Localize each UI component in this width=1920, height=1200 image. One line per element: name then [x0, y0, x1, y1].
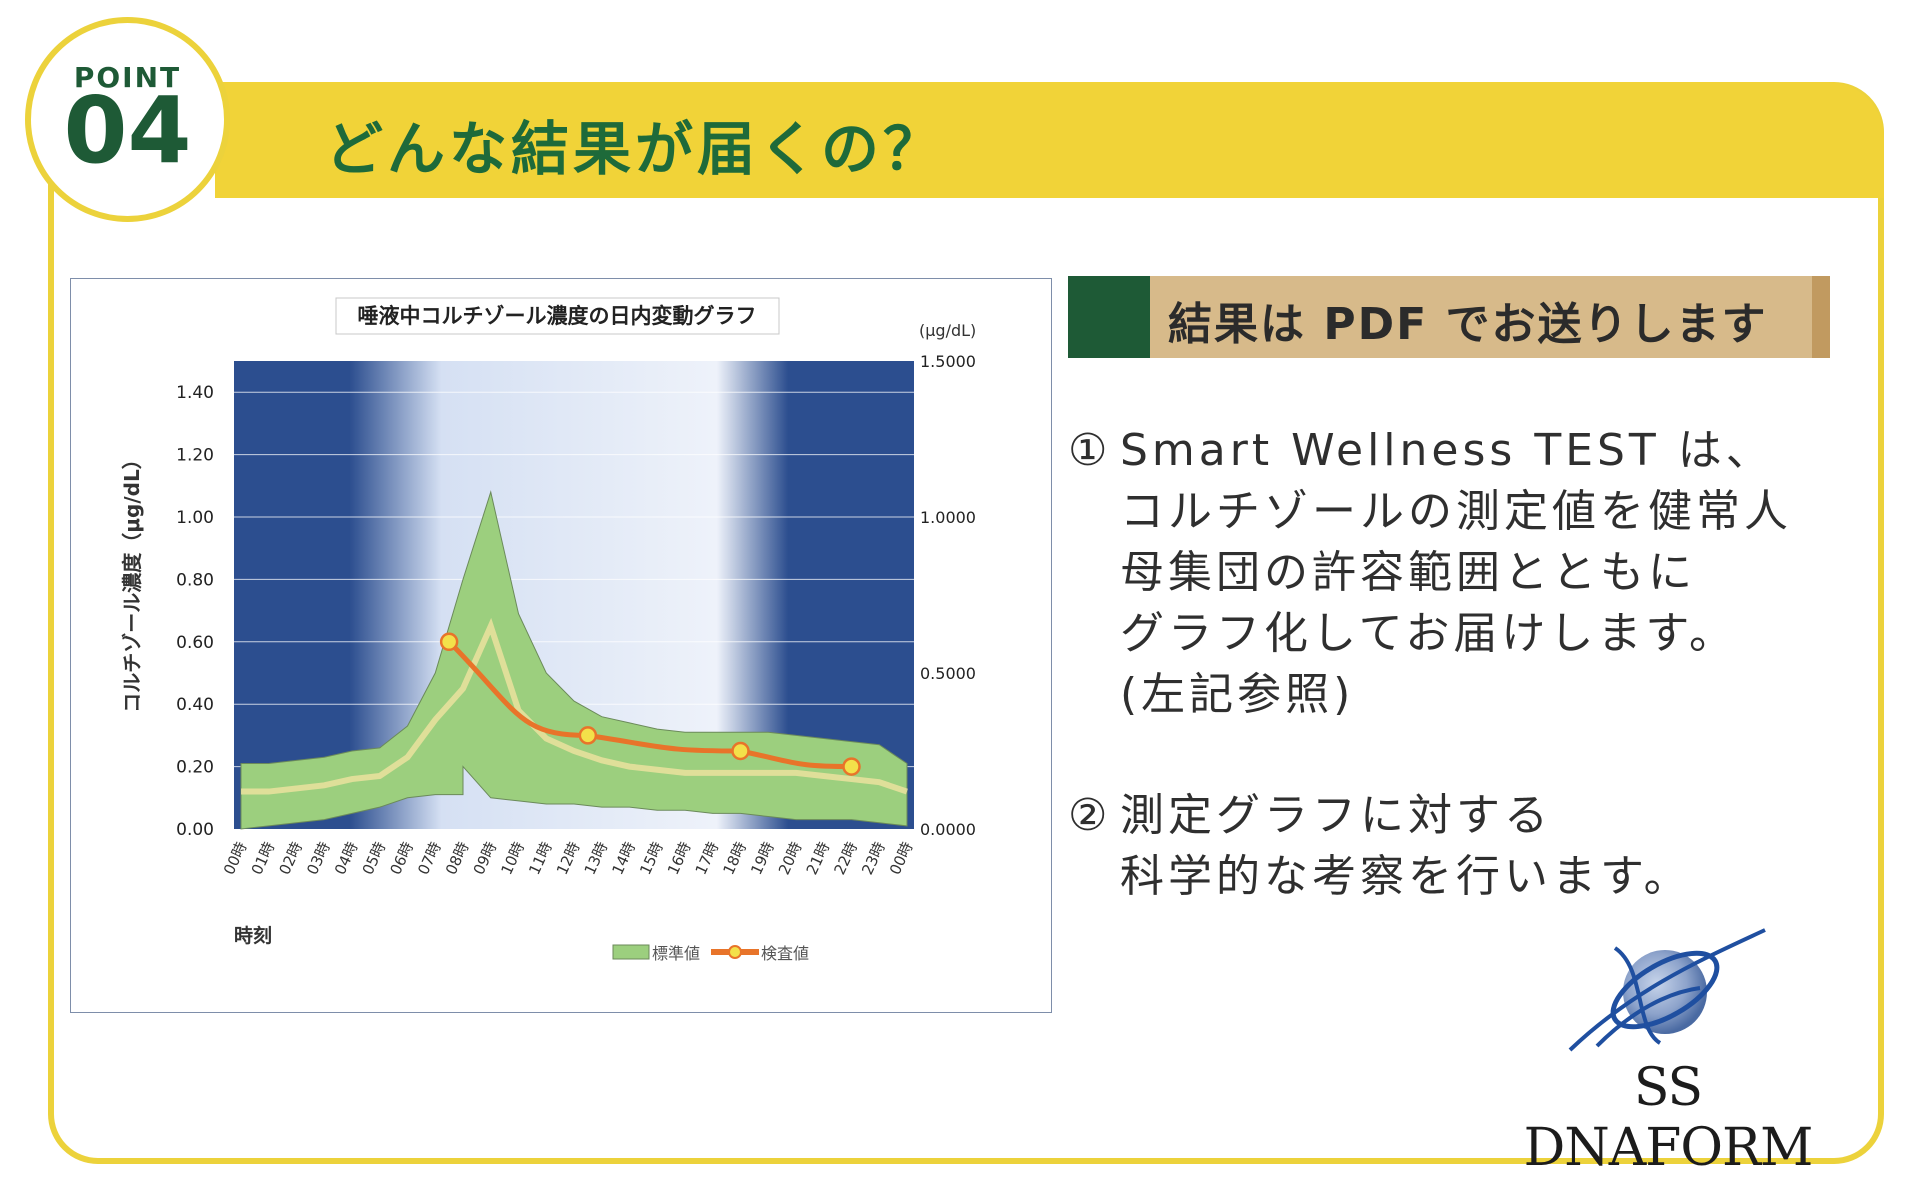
- measured-point: [731, 741, 750, 761]
- badge-word: POINT: [73, 61, 182, 94]
- point-line: (左記参照): [1120, 669, 1355, 720]
- company-logo: SS DNAFORM: [1485, 928, 1851, 1178]
- x-tick-label: 23時: [858, 839, 889, 878]
- x-tick-label: 01時: [248, 839, 279, 878]
- y-tick-label: 0.20: [176, 758, 214, 778]
- result-heading-accent: [1068, 276, 1150, 358]
- x-tick-label: 06時: [386, 839, 417, 878]
- x-tick-label: 04時: [331, 839, 362, 878]
- x-tick-label: 18時: [719, 839, 750, 878]
- point-line: Smart Wellness TEST は、: [1120, 425, 1774, 476]
- badge-number: 04: [63, 77, 192, 184]
- x-tick-label: 12時: [553, 839, 584, 878]
- y-tick-label: 0.80: [176, 570, 214, 590]
- y-axis-label: コルチゾール濃度（μg/dL）: [120, 449, 144, 712]
- x-tick-label: 19時: [747, 839, 778, 878]
- dna-globe-icon: [1568, 928, 1766, 1052]
- x-tick-label: 13時: [581, 839, 612, 878]
- legend-measured-marker: [728, 945, 742, 959]
- measured-line: [447, 640, 852, 770]
- y2-tick-label: 1.0000: [920, 508, 976, 527]
- x-tick-label: 09時: [470, 839, 501, 878]
- x-tick-label: 21時: [803, 839, 834, 878]
- logo-text: SS DNAFORM: [1523, 1058, 1814, 1178]
- point-item-1: ① Smart Wellness TEST は、 コルチゾールの測定値を健常人 …: [1068, 420, 1868, 725]
- y-tick-label: 1.20: [176, 446, 214, 466]
- x-tick-label: 11時: [525, 839, 556, 878]
- measured-point: [578, 726, 598, 745]
- point-line: コルチゾールの測定値を健常人: [1120, 486, 1792, 537]
- y2-tick-label: 0.0000: [920, 820, 976, 839]
- x-tick-label: 07時: [414, 839, 445, 878]
- x-tick-label: 03時: [303, 839, 334, 878]
- y-tick-label: 0.00: [176, 820, 214, 840]
- legend-standard-label: 標準値: [652, 944, 700, 963]
- x-tick-label: 20時: [775, 839, 806, 878]
- x-tick-label: 02時: [275, 839, 306, 878]
- y-tick-label: 0.60: [176, 633, 214, 653]
- cortisol-chart: 0.00 0.20 0.40 0.60 0.80 1.00 1.20 1.40 0.0000 0.…: [70, 278, 1052, 1013]
- x-tick-label: 08時: [442, 839, 473, 878]
- points-list: ① Smart Wellness TEST は、 コルチゾールの測定値を健常人 …: [1068, 420, 1868, 907]
- point-number: ②: [1068, 790, 1112, 841]
- page-title: どんな結果が届くの？: [325, 115, 946, 183]
- point-line: 測定グラフに対する: [1120, 790, 1552, 841]
- point-line: グラフ化してお届けします。: [1120, 608, 1737, 659]
- x-tick-label: 05時: [359, 839, 390, 878]
- result-heading-edge: [1812, 276, 1830, 358]
- y-tick-label: 0.40: [176, 695, 214, 715]
- standard-mean-line: [241, 617, 908, 795]
- legend-measured-label: 検査値: [761, 944, 809, 963]
- point-badge: POINT 04: [25, 17, 230, 222]
- result-heading-text: 結果は PDF でお送りします: [1168, 299, 1768, 350]
- result-heading-bar: 結果は PDF でお送りします: [1068, 276, 1830, 358]
- x-tick-label: 14時: [608, 839, 639, 878]
- point-line: 科学的な考察を行います。: [1120, 851, 1692, 902]
- measured-point: [842, 757, 861, 776]
- chart-title: 唾液中コルチゾール濃度の日内変動グラフ: [358, 304, 757, 328]
- y2-tick-label: 1.5000: [920, 352, 976, 371]
- result-heading-fill: [1150, 276, 1812, 358]
- y-tick-label: 1.40: [176, 383, 214, 403]
- y2-unit-label: (μg/dL): [919, 321, 976, 340]
- title-bar: [215, 82, 1884, 198]
- chart-title-box: [335, 297, 780, 335]
- x-axis-label: 時刻: [234, 924, 272, 947]
- point-number: ①: [1068, 425, 1112, 476]
- point-item-2: ② 測定グラフに対する 科学的な考察を行います。: [1068, 785, 1868, 907]
- x-tick-label: 10時: [497, 839, 528, 878]
- y-tick-label: 1.00: [176, 508, 214, 528]
- x-tick-label: 00時: [886, 839, 917, 878]
- x-tick-label: 22時: [830, 839, 861, 878]
- x-tick-label: 17時: [692, 839, 723, 878]
- legend-standard-swatch: [612, 944, 650, 960]
- chart-svg: 0.00 0.20 0.40 0.60 0.80 1.00 1.20 1.40 0.0000 0.…: [120, 297, 976, 963]
- y2-tick-label: 0.5000: [920, 664, 976, 683]
- point-line: 母集団の許容範囲とともに: [1120, 547, 1696, 598]
- x-tick-label: 16時: [664, 839, 695, 878]
- measured-point: [439, 632, 459, 652]
- x-tick-label: 15時: [636, 839, 667, 878]
- x-tick-label: 00時: [220, 839, 251, 878]
